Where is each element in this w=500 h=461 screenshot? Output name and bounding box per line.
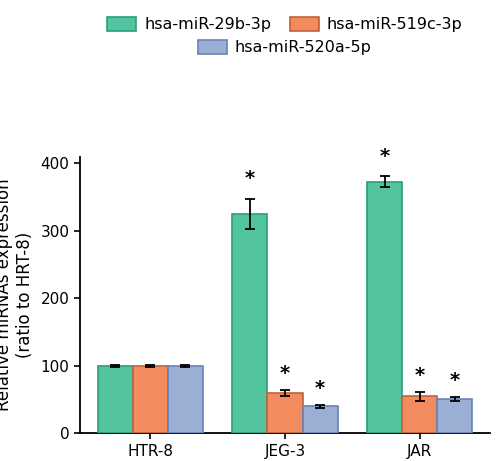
Bar [368,182,402,433]
Text: *: * [380,147,390,165]
Bar [168,366,202,433]
Bar [268,393,302,433]
Y-axis label: Relative miRNAs expression
(ratio to HRT-8): Relative miRNAs expression (ratio to HRT… [0,179,34,411]
Bar [132,366,168,433]
Bar [98,366,132,433]
Text: *: * [245,170,255,189]
Bar [302,406,338,433]
Bar [232,214,268,433]
Text: *: * [315,379,325,398]
Legend: hsa-miR-29b-3p, hsa-miR-519c-3p: hsa-miR-29b-3p, hsa-miR-519c-3p [101,10,469,39]
Bar [438,399,472,433]
Bar [402,396,438,433]
Text: *: * [280,364,290,384]
Text: *: * [450,371,460,390]
Legend: hsa-miR-520a-5p: hsa-miR-520a-5p [192,33,378,62]
Text: *: * [415,366,425,385]
